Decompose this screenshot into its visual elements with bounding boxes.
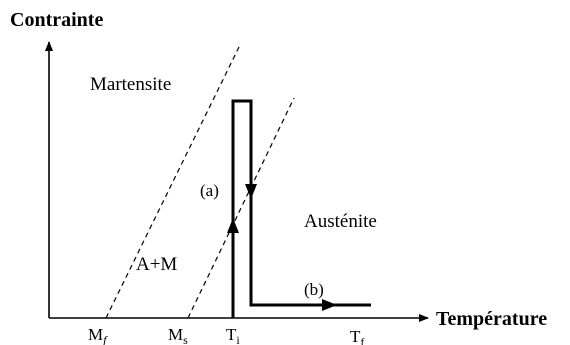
ms-boundary-line bbox=[187, 97, 295, 319]
tick-ti: Ti bbox=[226, 325, 240, 345]
tick-tf: Tf bbox=[350, 327, 364, 345]
tick-ms: Ms bbox=[168, 325, 188, 345]
mixed-phase-label: A+M bbox=[136, 254, 177, 275]
loading-path bbox=[231, 99, 371, 318]
tick-mf: Mf bbox=[88, 325, 108, 345]
right-arrow bbox=[322, 299, 337, 311]
down-arrow bbox=[245, 184, 257, 199]
path-b-label: (b) bbox=[304, 280, 324, 299]
path-a-label: (a) bbox=[200, 181, 219, 200]
x-axis-label: Température bbox=[436, 308, 547, 330]
y-axis-label: Contrainte bbox=[10, 9, 103, 31]
martensite-label: Martensite bbox=[90, 74, 171, 95]
austenite-label: Austénite bbox=[304, 211, 377, 232]
up-arrow bbox=[227, 218, 239, 233]
